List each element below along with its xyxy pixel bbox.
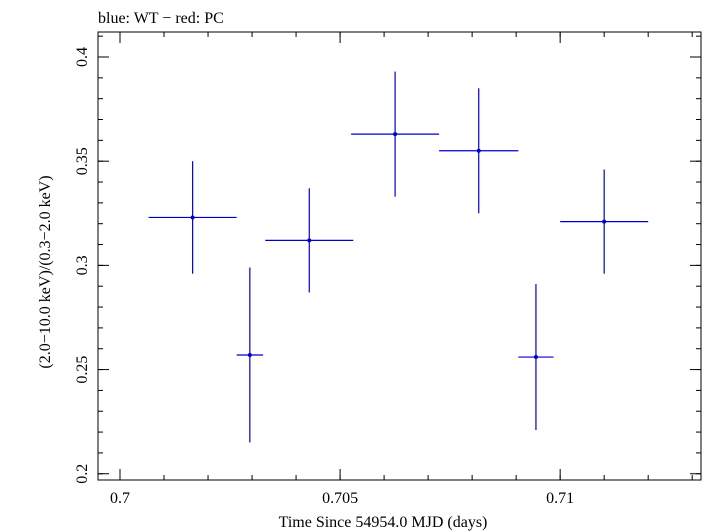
y-tick-label: 0.4 <box>74 47 91 67</box>
data-point <box>560 169 649 274</box>
y-tick-label: 0.2 <box>74 464 91 484</box>
x-axis-label: Time Since 54954.0 MJD (days) <box>279 514 488 531</box>
y-tick-label: 0.25 <box>74 356 91 384</box>
point-marker <box>602 219 607 224</box>
y-axis-label: (2.0−10.0 keV)/(0.3−2.0 keV) <box>37 175 54 368</box>
y-tick-label: 0.3 <box>74 255 91 275</box>
chart-title: blue: WT − red: PC <box>98 10 224 27</box>
point-marker <box>533 355 538 360</box>
data-point <box>518 284 554 430</box>
data-point <box>148 161 237 274</box>
data-point <box>236 267 264 443</box>
point-marker <box>476 148 481 153</box>
point-marker <box>247 352 252 357</box>
plot-frame <box>97 31 702 481</box>
x-tick-label: 0.71 <box>546 490 574 507</box>
x-tick-label: 0.7 <box>110 490 130 507</box>
x-tick-label: 0.705 <box>322 490 358 507</box>
y-tick-labels: 0.2 0.25 0.3 0.35 0.4 <box>74 47 91 484</box>
y-tick-label: 0.35 <box>74 147 91 175</box>
axis-ticks <box>98 32 701 480</box>
data-point <box>439 88 519 214</box>
point-marker <box>190 215 195 220</box>
data-points <box>148 71 649 443</box>
data-point <box>351 71 440 197</box>
point-marker <box>307 238 312 243</box>
x-tick-labels: 0.7 0.705 0.71 <box>110 490 574 507</box>
data-point <box>265 188 354 293</box>
point-marker <box>393 132 398 137</box>
